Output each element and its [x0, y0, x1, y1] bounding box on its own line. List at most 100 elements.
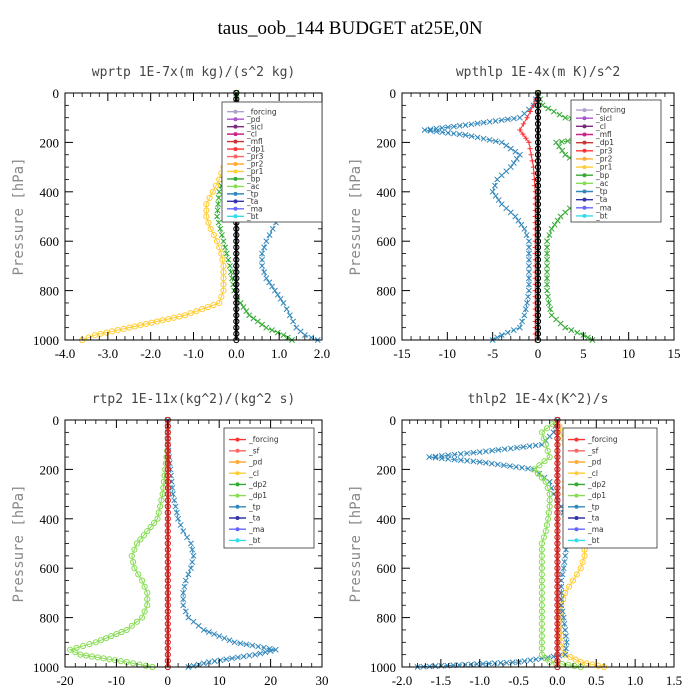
data-point — [164, 441, 171, 448]
legend-entry: _pr2 — [246, 160, 264, 169]
data-point — [190, 618, 197, 625]
series-line-pr1 — [81, 93, 237, 341]
data-point — [133, 618, 141, 625]
data-point — [542, 478, 549, 485]
legend: _forcing _sf _pd _cl _dp2 _dp1 _tp _ta _ma _bt — [562, 427, 658, 549]
y-axis-label: Pressure [hPa] — [348, 484, 364, 602]
data-point — [301, 332, 308, 339]
data-point — [563, 639, 570, 646]
legend-marker — [574, 516, 579, 520]
legend-entry: _ma — [587, 525, 604, 534]
data-point — [534, 256, 542, 263]
data-point — [542, 441, 549, 448]
data-point — [512, 213, 519, 220]
data-point — [126, 324, 133, 331]
data-point — [180, 602, 187, 609]
data-point — [554, 491, 561, 498]
data-point — [554, 441, 561, 448]
data-point — [554, 503, 561, 510]
data-point — [538, 651, 545, 658]
data-point — [534, 114, 542, 121]
data-point — [180, 596, 187, 603]
data-point — [164, 558, 171, 566]
data-point — [209, 188, 216, 195]
data-point — [216, 299, 223, 307]
data-point — [495, 446, 502, 453]
data-point — [97, 637, 105, 644]
data-point — [164, 608, 171, 615]
legend-entry: _sf — [248, 446, 260, 455]
legend-marker — [235, 471, 240, 476]
data-point — [207, 225, 214, 232]
data-point — [515, 217, 522, 224]
data-point — [538, 602, 545, 609]
x-tick-label: 0.0 — [549, 673, 565, 688]
x-tick-label: -15 — [393, 346, 410, 361]
data-point — [554, 453, 561, 461]
data-point — [169, 491, 176, 498]
data-point — [220, 262, 227, 269]
data-point — [164, 509, 171, 516]
legend-marker — [574, 471, 579, 476]
data-point — [534, 293, 542, 300]
legend-marker — [233, 162, 238, 166]
data-point — [572, 656, 579, 663]
data-point — [554, 521, 561, 529]
data-point — [476, 459, 483, 465]
data-point — [445, 129, 451, 136]
series-line-bp — [537, 92, 656, 341]
data-point — [164, 552, 171, 559]
panel-title: wprtp 1E-7x(m kg)/(s^2 kg) — [92, 65, 296, 80]
data-point — [462, 132, 469, 138]
legend-entry: _bp — [246, 175, 261, 184]
data-point — [504, 329, 511, 336]
data-point — [193, 308, 200, 315]
data-point — [529, 158, 535, 164]
legend-marker — [582, 124, 587, 129]
data-point — [554, 534, 561, 541]
legend-marker — [233, 199, 238, 204]
data-point — [164, 577, 171, 584]
legend-entry: _cl — [246, 130, 257, 139]
data-point — [277, 295, 284, 302]
legend-marker — [233, 214, 238, 219]
data-point — [135, 571, 142, 578]
data-point — [538, 558, 545, 566]
data-point — [547, 306, 554, 313]
data-point — [563, 633, 569, 640]
data-point — [534, 164, 542, 171]
data-point — [554, 602, 561, 609]
data-point — [141, 608, 148, 615]
data-point — [554, 515, 561, 522]
data-point — [510, 160, 517, 166]
data-point — [233, 306, 240, 313]
data-point — [214, 213, 221, 220]
y-tick-label: 400 — [40, 512, 60, 527]
data-point — [262, 649, 269, 656]
data-point — [154, 515, 161, 522]
data-point — [525, 293, 531, 300]
data-point — [246, 652, 253, 659]
data-point — [544, 244, 551, 251]
data-point — [525, 238, 532, 245]
data-point — [250, 315, 257, 322]
data-point — [204, 303, 211, 311]
legend-marker — [582, 156, 587, 161]
data-point — [233, 244, 240, 251]
data-point — [457, 451, 464, 457]
data-point — [556, 111, 563, 118]
x-tick-label: -10 — [108, 673, 125, 688]
legend-entry: _ma — [595, 203, 612, 212]
data-point — [427, 126, 434, 133]
x-tick-label: -2.0 — [140, 346, 161, 361]
data-point — [513, 155, 520, 162]
data-point — [164, 528, 171, 535]
data-point — [216, 244, 223, 251]
legend-marker — [233, 147, 238, 152]
series-line-dp1 — [68, 420, 169, 668]
data-point — [554, 571, 561, 578]
data-point — [103, 329, 110, 336]
data-point — [489, 188, 496, 195]
data-point — [218, 293, 225, 300]
data-point — [164, 583, 171, 590]
